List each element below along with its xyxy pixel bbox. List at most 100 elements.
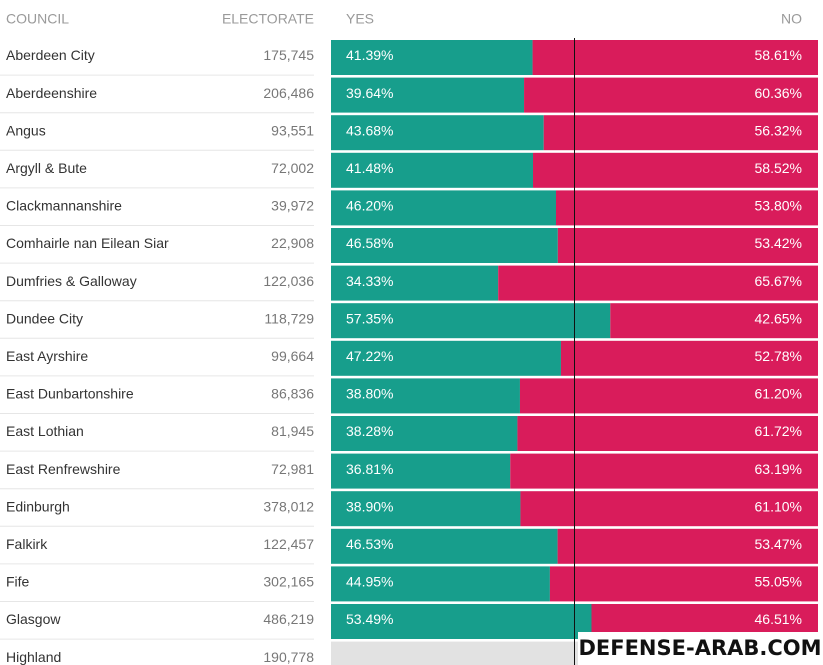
council-name: East Renfrewshire	[6, 461, 121, 477]
bar-no	[510, 453, 818, 489]
bar-yes	[331, 416, 518, 451]
value-label: 63.19%	[755, 461, 802, 477]
value-label: 46.53%	[346, 536, 393, 552]
electorate: 39,972	[271, 198, 314, 214]
bar-no	[524, 77, 818, 113]
council-name: Dundee City	[6, 310, 83, 326]
electorate: 22,908	[271, 235, 314, 251]
value-label: 43.68%	[346, 122, 393, 138]
bar-no	[519, 378, 818, 414]
council-name: Fife	[6, 574, 30, 590]
council-name: Falkirk	[6, 536, 48, 552]
value-label: 58.52%	[755, 160, 802, 176]
value-label: 53.47%	[755, 536, 802, 552]
council-name: Angus	[6, 122, 46, 138]
council-name: East Dunbartonshire	[6, 386, 134, 402]
bar-yes	[331, 340, 561, 376]
bar-yes	[331, 152, 534, 188]
bar-yes	[331, 453, 511, 489]
value-label: 39.64%	[346, 85, 393, 101]
value-label: 61.20%	[755, 386, 802, 402]
bar-yes	[331, 378, 520, 414]
electorate: 122,036	[263, 273, 314, 289]
header-council: COUNCIL	[6, 11, 69, 27]
value-label: 57.35%	[346, 310, 393, 326]
bar-no	[555, 190, 818, 226]
council-name: Comhairle nan Eilean Siar	[6, 235, 169, 251]
value-label: 38.90%	[346, 498, 393, 514]
value-label: 46.51%	[755, 611, 802, 627]
value-label: 46.58%	[346, 235, 393, 251]
bar-no	[557, 528, 818, 564]
council-name: Aberdeenshire	[6, 85, 97, 101]
value-label: 47.22%	[346, 348, 393, 364]
value-label: 46.20%	[346, 198, 393, 214]
council-name: Dumfries & Galloway	[6, 273, 137, 289]
value-label: 65.67%	[755, 273, 802, 289]
value-label: 61.72%	[755, 423, 802, 439]
value-label: 41.48%	[346, 160, 393, 176]
council-name: Clackmannanshire	[6, 198, 122, 214]
council-name: Aberdeen City	[6, 47, 95, 63]
value-label: 58.61%	[755, 47, 802, 63]
bar-no	[560, 340, 818, 376]
council-name: East Ayrshire	[6, 348, 88, 364]
value-label: 38.28%	[346, 423, 393, 439]
electorate: 118,729	[264, 310, 314, 326]
electorate: 122,457	[263, 536, 314, 552]
value-label: 44.95%	[346, 574, 393, 590]
value-label: 34.33%	[346, 273, 393, 289]
electorate: 93,551	[271, 122, 314, 138]
bar-no	[520, 491, 818, 527]
bar-yes	[331, 566, 550, 602]
value-label: 36.81%	[346, 461, 393, 477]
bar-yes	[331, 604, 592, 639]
electorate: 99,664	[271, 348, 314, 364]
council-name: Edinburgh	[6, 498, 70, 514]
bar-no	[498, 265, 818, 301]
watermark-bg	[578, 632, 823, 665]
electorate: 81,945	[271, 423, 314, 439]
bar-no	[543, 115, 818, 151]
bar-yes	[331, 528, 558, 564]
value-label: 52.78%	[755, 348, 802, 364]
header-electorate: ELECTORATE	[222, 11, 314, 27]
bar-no	[533, 152, 818, 188]
bar-yes	[331, 228, 558, 263]
bar-no	[549, 566, 818, 602]
council-name: Highland	[6, 649, 61, 665]
bar-yes	[331, 190, 556, 226]
bar-yes	[331, 77, 525, 113]
electorate: 206,486	[263, 85, 314, 101]
header-yes: YES	[346, 11, 374, 27]
value-label: 53.49%	[346, 611, 393, 627]
value-label: 56.32%	[755, 122, 802, 138]
electorate: 72,981	[271, 461, 314, 477]
council-name: East Lothian	[6, 423, 84, 439]
bar-no	[610, 303, 818, 339]
bar-yes	[331, 40, 533, 75]
value-label: 42.65%	[755, 310, 802, 326]
value-label: 53.42%	[755, 235, 802, 251]
electorate: 378,012	[263, 498, 314, 514]
bar-no	[517, 416, 818, 451]
header-no: NO	[781, 11, 802, 27]
electorate: 175,745	[263, 47, 314, 63]
electorate: 190,778	[263, 649, 314, 665]
value-label: 61.10%	[755, 498, 802, 514]
bar-yes	[331, 303, 611, 339]
council-name: Glasgow	[6, 611, 61, 627]
electorate: 486,219	[263, 611, 314, 627]
value-label: 38.80%	[346, 386, 393, 402]
value-label: 53.80%	[755, 198, 802, 214]
bar-yes	[331, 115, 544, 151]
electorate: 72,002	[271, 160, 314, 176]
watermark: DEFENSE-ARAB.COM	[578, 636, 821, 660]
value-label: 41.39%	[346, 47, 393, 63]
value-label: 60.36%	[755, 85, 802, 101]
electorate: 86,836	[271, 386, 314, 402]
council-name: Argyll & Bute	[6, 160, 87, 176]
bar-yes	[331, 491, 521, 527]
bar-yes	[331, 265, 499, 301]
